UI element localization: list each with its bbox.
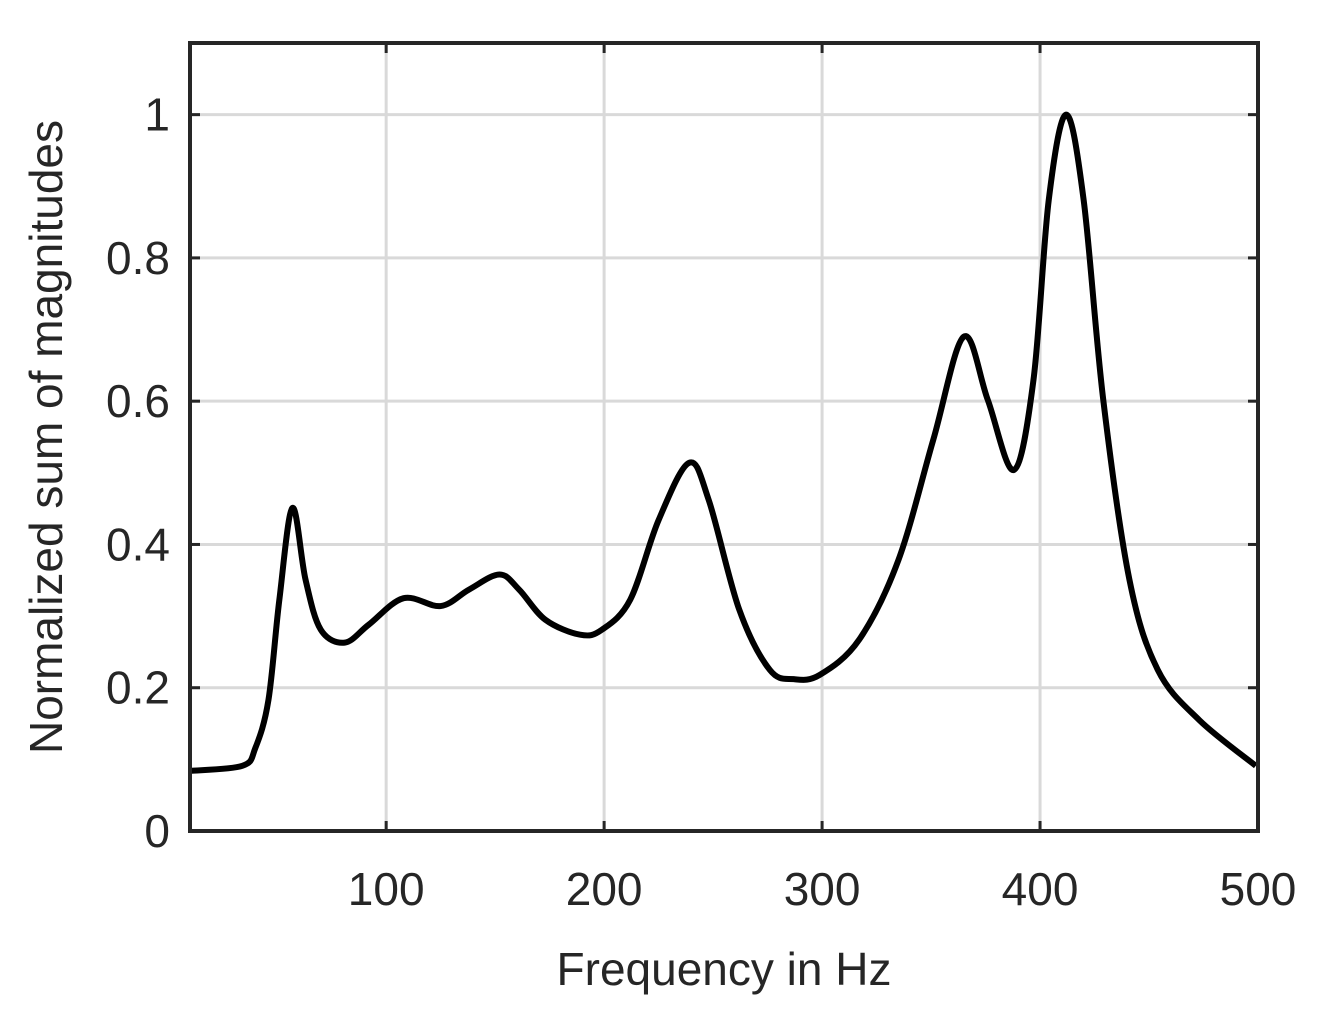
y-tick-label: 0.6 — [106, 375, 170, 427]
x-tick-label: 200 — [566, 863, 643, 915]
data-line — [189, 111, 1258, 774]
x-tick-label: 400 — [1002, 863, 1079, 915]
x-axis-label: Frequency in Hz — [557, 943, 892, 995]
y-tick-label: 0 — [144, 805, 170, 857]
y-tick-label: 0.4 — [106, 518, 170, 570]
y-tick-label: 0.8 — [106, 232, 170, 284]
x-tick-label: 500 — [1220, 863, 1297, 915]
y-tick-label: 0.2 — [106, 662, 170, 714]
x-tick-label: 100 — [348, 863, 425, 915]
y-axis-label: Normalized sum of magnitudes — [20, 120, 72, 754]
x-tick-label: 300 — [784, 863, 861, 915]
plot-frame — [188, 41, 1260, 833]
y-tick-label: 1 — [144, 89, 170, 141]
